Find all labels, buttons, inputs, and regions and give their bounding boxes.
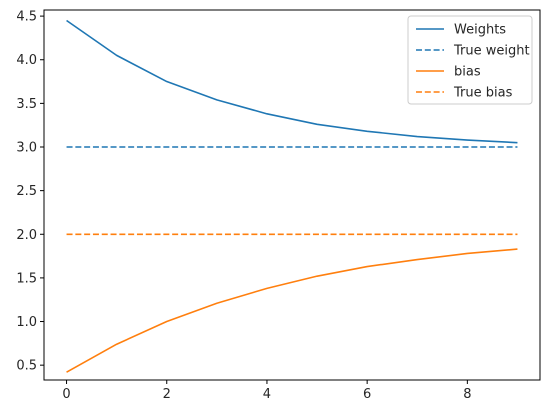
series-layer bbox=[66, 19, 518, 373]
y-tick-label: 0.5 bbox=[16, 359, 37, 374]
y-axis: 0.5 1.0 1.5 2.0 2.5 3.0 3.5 4.0 4.5 bbox=[16, 10, 44, 374]
series-line-bias bbox=[66, 248, 518, 373]
x-tick-label: 6 bbox=[363, 387, 371, 402]
x-tick-label: 0 bbox=[62, 387, 70, 402]
legend-label-weights: Weights bbox=[454, 23, 506, 38]
y-tick-label: 3.0 bbox=[16, 141, 37, 156]
y-tick-label: 2.5 bbox=[16, 184, 37, 199]
y-tick-label: 2.0 bbox=[16, 228, 37, 243]
legend-label-bias: bias bbox=[454, 65, 481, 80]
legend-label-true-bias: True bias bbox=[453, 86, 513, 101]
axes-frame bbox=[43, 9, 541, 381]
y-tick-label: 4.0 bbox=[16, 53, 37, 68]
x-tick-label: 8 bbox=[463, 387, 471, 402]
legend-box bbox=[407, 15, 533, 105]
legend: Weights True weight bias True bias bbox=[407, 15, 533, 105]
y-tick-label: 1.0 bbox=[16, 315, 37, 330]
x-axis: 0 2 4 6 8 bbox=[62, 380, 471, 402]
x-tick-label: 2 bbox=[163, 387, 171, 402]
y-tick-label: 1.5 bbox=[16, 271, 37, 286]
legend-label-true-weight: True weight bbox=[453, 44, 530, 59]
series-line-weights bbox=[66, 19, 518, 144]
x-tick-label: 4 bbox=[263, 387, 271, 402]
y-tick-label: 4.5 bbox=[16, 10, 37, 25]
y-tick-label: 3.5 bbox=[16, 97, 37, 112]
